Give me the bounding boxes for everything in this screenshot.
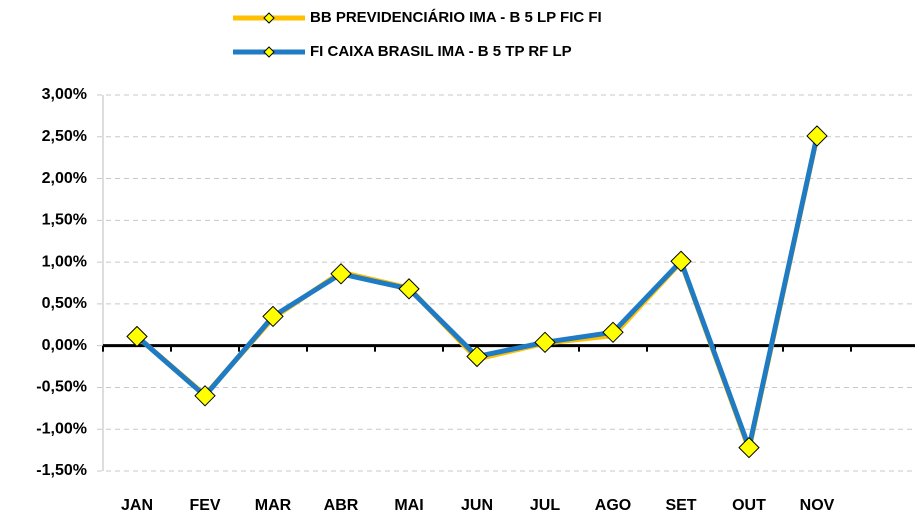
marker <box>126 325 148 348</box>
x-tick-label: MAR <box>255 497 292 514</box>
marker <box>670 250 692 272</box>
y-tick-label: 2,00% <box>42 170 87 187</box>
legend-marker <box>263 12 275 24</box>
marker <box>398 278 420 300</box>
legend-label: FI CAIXA BRASIL IMA - B 5 TP RF LP <box>310 43 572 60</box>
y-tick-label: 1,50% <box>42 212 87 229</box>
marker <box>194 385 216 407</box>
x-tick-label: OUT <box>732 497 766 514</box>
series-line <box>135 136 820 452</box>
x-tick-label: FEV <box>189 497 220 514</box>
y-tick-label: 1,00% <box>42 253 87 270</box>
marker <box>534 331 556 354</box>
y-tick-label: 0,00% <box>42 337 87 354</box>
y-tick-label: 3,00% <box>42 86 87 103</box>
legend-label: BB PREVIDENCIÁRIO IMA - B 5 LP FIC FI <box>310 9 602 26</box>
marker <box>330 263 352 285</box>
y-tick-label: -1,00% <box>36 420 87 437</box>
y-tick-label: 0,50% <box>42 295 87 312</box>
x-tick-label: JUL <box>530 497 560 514</box>
marker <box>806 125 828 147</box>
y-tick-label: 2,50% <box>42 128 87 145</box>
series-line <box>135 135 820 451</box>
x-tick-label: JUN <box>461 497 493 514</box>
x-tick-label: NOV <box>800 497 835 514</box>
x-tick-label: ABR <box>324 497 359 514</box>
marker <box>602 321 624 344</box>
marker <box>466 345 488 368</box>
legend-marker <box>263 46 275 58</box>
x-tick-label: AGO <box>595 497 631 514</box>
marker <box>738 436 760 459</box>
marker <box>262 305 284 328</box>
y-tick-label: -0,50% <box>36 379 87 396</box>
y-tick-label: -1,50% <box>36 462 87 479</box>
x-tick-label: SET <box>665 497 696 514</box>
x-tick-label: MAI <box>394 497 423 514</box>
x-tick-label: JAN <box>121 497 153 514</box>
